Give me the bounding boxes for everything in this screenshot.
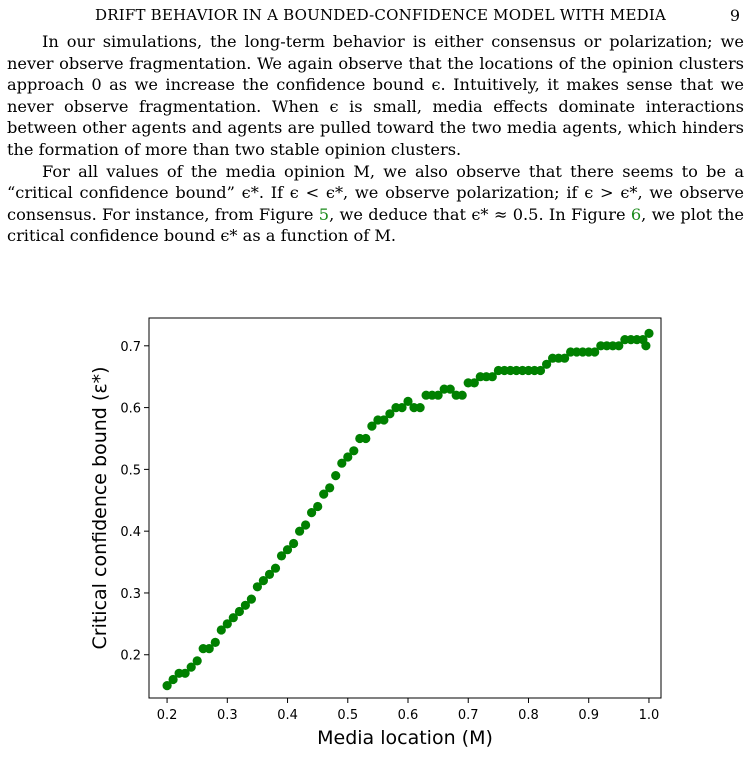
- data-point-12: [234, 606, 244, 617]
- x-tick-label-6: 0.8: [518, 708, 539, 723]
- data-point-54: [487, 372, 497, 382]
- data-point-25: [313, 501, 323, 512]
- data-point-30: [343, 452, 353, 462]
- data-point-39: [397, 403, 407, 413]
- data-point-49: [457, 390, 467, 400]
- paragraph-2-part-a: For all values of the media opinion M, w…: [7, 161, 744, 224]
- data-point-28: [331, 471, 341, 481]
- paragraph-1: In our simulations, the long-term behavi…: [7, 32, 744, 159]
- data-point-11: [228, 613, 238, 623]
- data-point-22: [295, 526, 305, 536]
- x-tick-label-0: 0.2: [157, 708, 178, 723]
- data-point-15: [252, 582, 262, 592]
- data-point-20: [282, 545, 293, 555]
- plot-frame: [148, 317, 662, 699]
- figure-6-link[interactable]: 6: [630, 204, 642, 224]
- data-point-80: [641, 341, 651, 351]
- data-point-63: [542, 359, 552, 369]
- data-point-81: [644, 328, 654, 338]
- x-axis-ticks: 0.2 0.3 0.4 0.5 0.6 0.7 0.8 0.9 1.0: [157, 698, 660, 723]
- data-point-21: [289, 538, 299, 549]
- data-point-66: [560, 353, 570, 363]
- data-point-75: [614, 341, 624, 351]
- data-point-34: [367, 421, 377, 431]
- y-axis-label: Critical confidence bound (ε*): [89, 366, 111, 649]
- data-point-40: [403, 396, 413, 406]
- data-point-3: [180, 668, 190, 678]
- x-tick-label-1: 0.3: [217, 708, 238, 723]
- data-point-1: [168, 674, 178, 685]
- y-tick-label-0: 0.2: [120, 649, 141, 664]
- body-text: In our simulations, the long-term behavi…: [7, 31, 744, 247]
- running-title: DRIFT BEHAVIOR IN A BOUNDED-CONFIDENCE M…: [95, 6, 666, 24]
- data-point-62: [535, 365, 546, 376]
- data-point-26: [319, 489, 329, 499]
- data-point-47: [445, 384, 455, 394]
- data-point-16: [258, 576, 268, 586]
- y-tick-label-2: 0.4: [120, 525, 141, 540]
- paragraph-2-part-c: , we plot the critical confidence bound …: [7, 204, 744, 246]
- paragraph-2-part-b: , we deduce that ϵ* ≈ 0.5. In Figure: [329, 204, 631, 224]
- data-point-7: [204, 644, 214, 654]
- data-point-13: [240, 600, 250, 610]
- data-point-0: [162, 681, 172, 691]
- y-tick-label-4: 0.6: [120, 402, 141, 417]
- data-point-37: [385, 409, 395, 419]
- data-point-27: [325, 483, 335, 493]
- data-point-29: [337, 458, 347, 468]
- page-number: 9: [729, 6, 740, 25]
- data-point-42: [415, 403, 425, 413]
- y-tick-label-1: 0.3: [120, 587, 141, 602]
- figure-5-link[interactable]: 5: [318, 204, 330, 224]
- x-tick-label-5: 0.7: [458, 708, 479, 723]
- data-point-31: [349, 446, 359, 456]
- data-point-71: [590, 347, 600, 357]
- data-point-5: [192, 656, 202, 666]
- paragraph-2: For all values of the media opinion M, w…: [7, 161, 744, 247]
- figure-6: 0.2 0.3 0.4 0.5 0.6 0.7 0.8 0.9 1.0 0.2 0.3 0.4 0.5…: [0, 300, 750, 753]
- x-tick-label-7: 0.9: [578, 708, 599, 723]
- scatter-chart: 0.2 0.3 0.4 0.5 0.6 0.7 0.8 0.9 1.0 0.2 0.3 0.4 0.5…: [89, 317, 662, 749]
- data-point-19: [276, 551, 287, 561]
- x-axis-label: Media location (M): [317, 727, 493, 749]
- data-point-18: [270, 563, 281, 573]
- y-axis-ticks: 0.2 0.3 0.4 0.5 0.6 0.7: [120, 340, 149, 664]
- data-point-14: [246, 594, 256, 604]
- data-point-8: [210, 637, 220, 647]
- x-tick-label-8: 1.0: [639, 708, 660, 723]
- data-point-45: [433, 390, 443, 400]
- x-tick-label-4: 0.6: [398, 708, 419, 723]
- data-point-51: [469, 378, 479, 388]
- data-point-17: [264, 569, 275, 579]
- data-points: [162, 328, 654, 691]
- data-point-4: [186, 662, 196, 672]
- data-point-36: [379, 415, 389, 425]
- x-tick-label-3: 0.5: [337, 708, 358, 723]
- y-tick-label-3: 0.5: [120, 463, 141, 478]
- data-point-10: [222, 619, 232, 629]
- data-point-24: [307, 508, 317, 518]
- x-tick-label-2: 0.4: [277, 708, 298, 723]
- y-tick-label-5: 0.7: [120, 340, 141, 355]
- data-point-23: [301, 520, 311, 530]
- data-point-33: [361, 433, 371, 444]
- data-point-9: [216, 625, 226, 635]
- page-header: DRIFT BEHAVIOR IN A BOUNDED-CONFIDENCE M…: [0, 6, 750, 26]
